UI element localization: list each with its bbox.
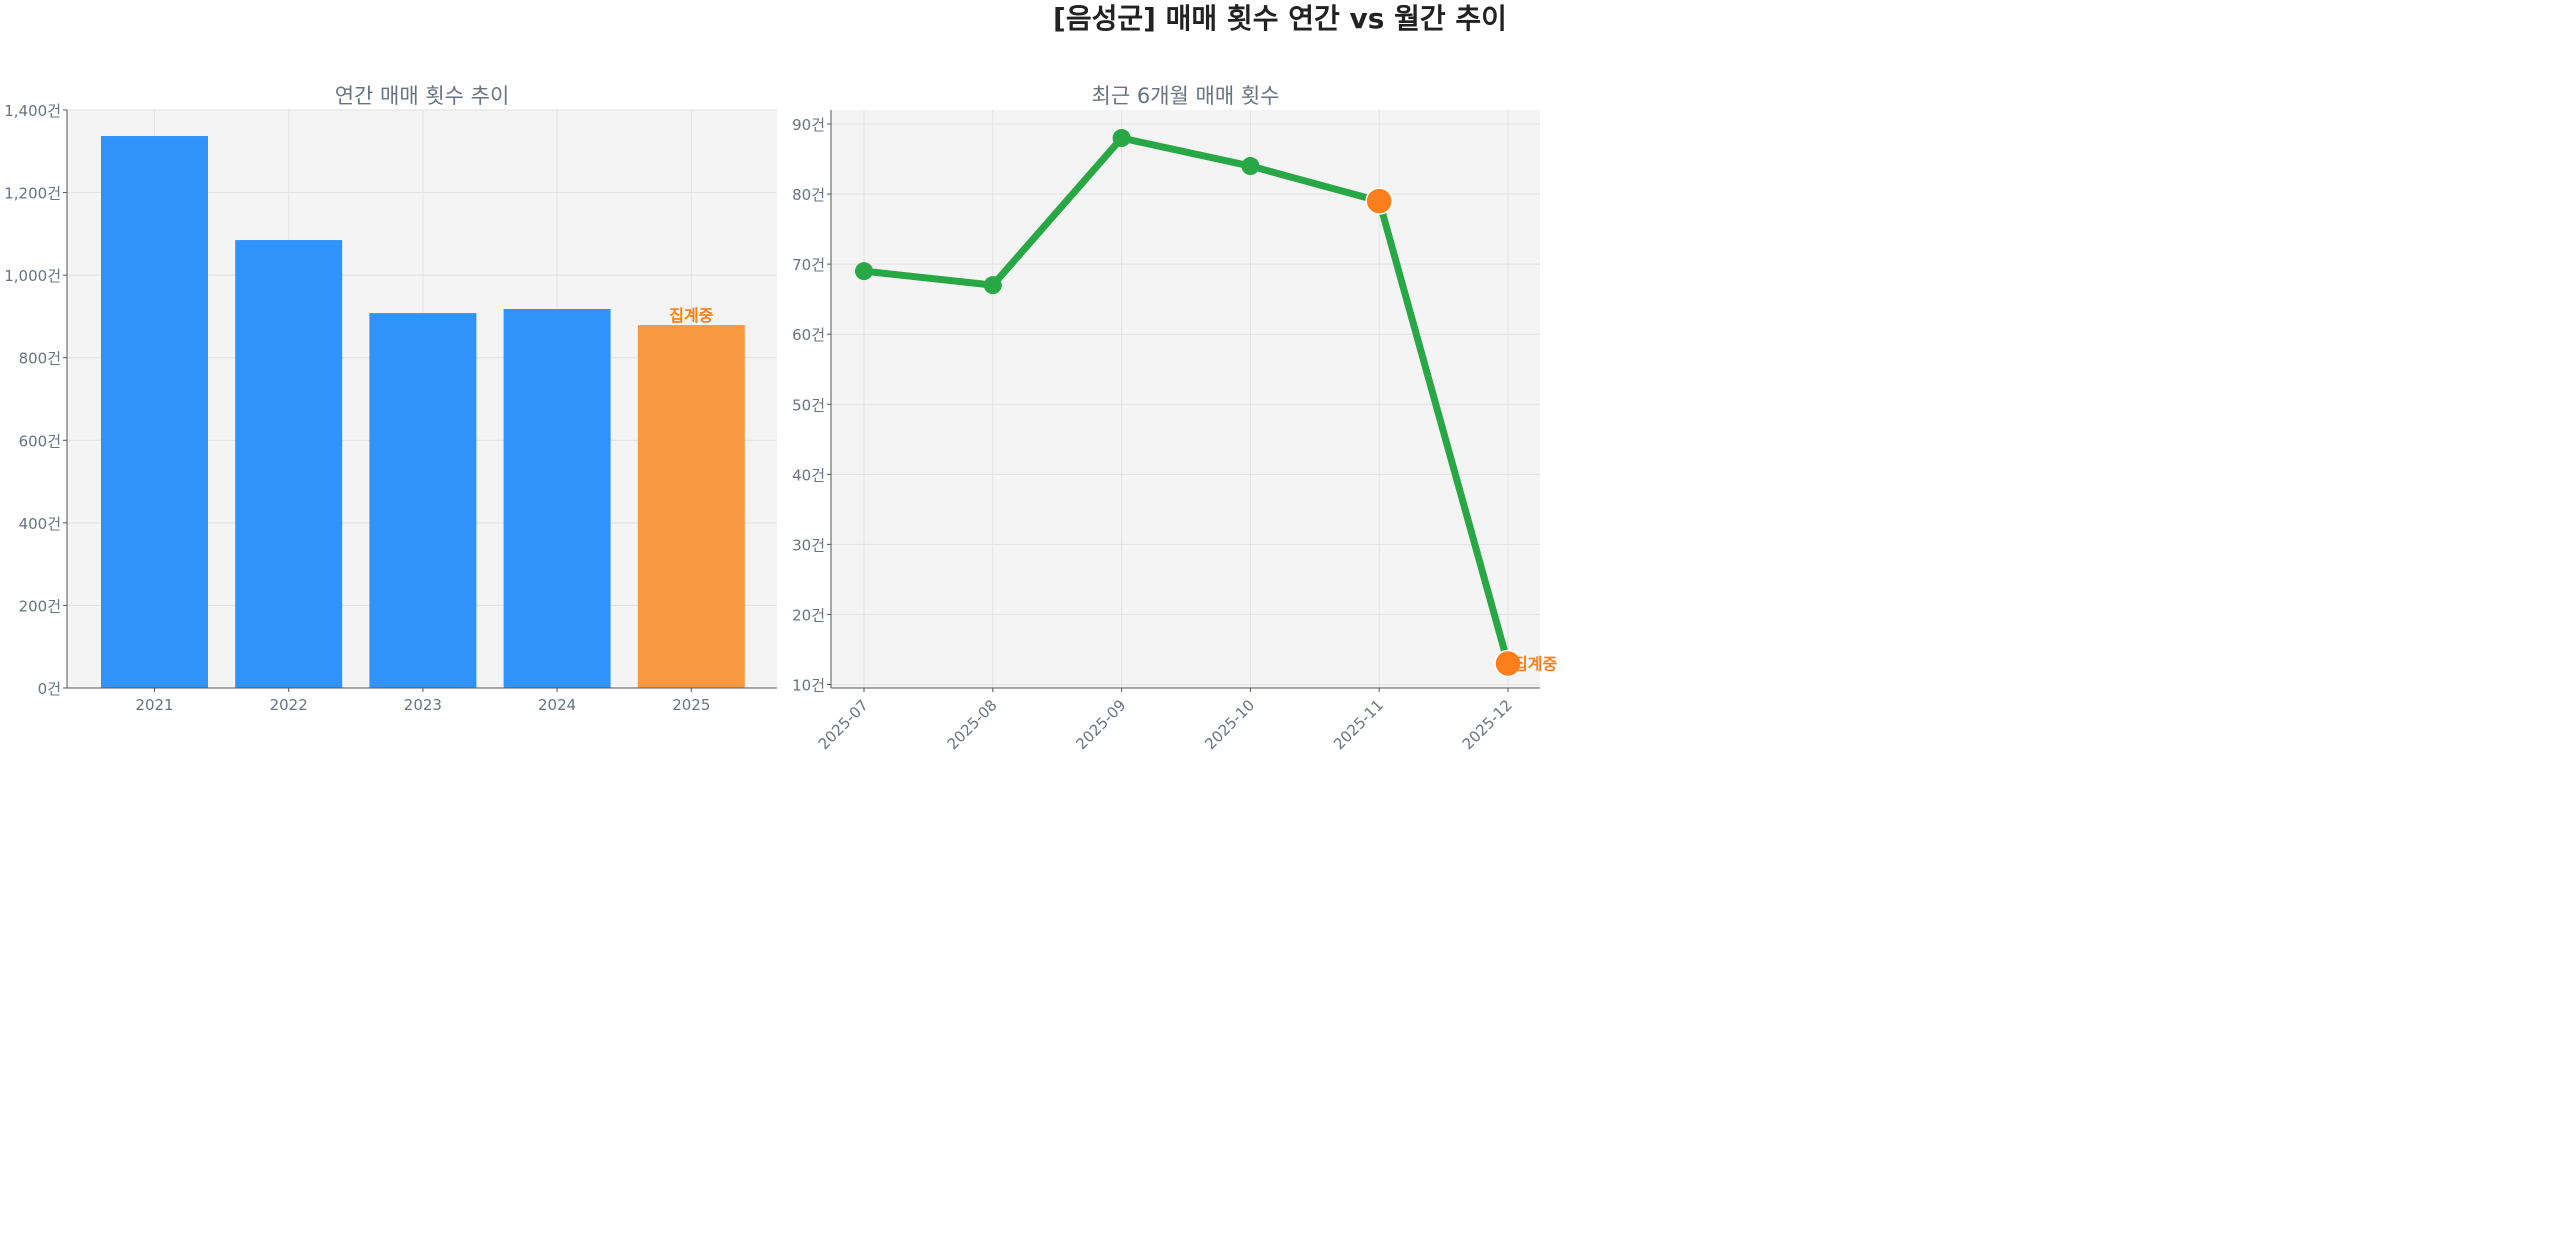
line-chart-title: 최근 6개월 매매 횟수 [1092,84,1280,108]
bar-2022 [235,240,343,689]
bar-2021 [101,136,208,688]
line-chart-ytick-label: 50건 [792,396,825,414]
bar-chart-ytick-label: 1,200건 [4,185,61,203]
bar-annotation: 집계중 [669,306,713,325]
bar-2023 [369,313,477,688]
bar-chart-ytick-label: 600건 [19,432,61,450]
line-chart-ytick-label: 20건 [792,606,825,624]
line-chart-xtick-label: 2025-10 [1201,696,1258,753]
line-chart-ytick-label: 40건 [792,466,825,484]
line-chart-ytick-label: 80건 [792,186,825,204]
bar-2024 [503,308,611,688]
line-chart-xtick-label: 2025-08 [944,696,1001,753]
line-chart-ytick-label: 70건 [792,256,825,274]
line-chart-xtick-label: 2025-07 [815,696,872,753]
figure-title: [음성군] 매매 횟수 연간 vs 월간 추이 [1053,2,1507,35]
line-chart-xtick-label: 2025-11 [1330,696,1387,753]
line-annotation: 집계중 [1513,654,1557,673]
bar-chart-xtick-label: 2021 [135,696,173,714]
line-chart-xtick-label: 2025-12 [1459,696,1516,753]
bar-2025 [637,325,745,688]
bar-chart-xtick-label: 2025 [672,696,710,714]
line-chart-plot-area [831,110,1540,688]
line-chart-ytick-label: 10건 [792,676,825,694]
bar-chart-xtick-label: 2024 [538,696,576,714]
bar-chart-xtick-label: 2023 [404,696,442,714]
bar-chart-ytick-label: 0건 [38,680,61,698]
bar-chart-ytick-label: 800건 [19,350,61,368]
line-point-2025-07 [855,262,873,281]
bar-chart-ytick-label: 1,000건 [4,267,61,285]
bar-chart-title: 연간 매매 횟수 추이 [335,84,510,108]
bar-chart-xtick-label: 2022 [270,696,308,714]
line-point-2025-11 [1365,187,1393,215]
line-point-2025-12 [1494,649,1522,678]
bar-chart-ytick-label: 1,400건 [4,102,61,120]
line-point-2025-08 [983,276,1002,295]
bar-chart-ytick-label: 400건 [19,515,61,533]
line-series [863,134,1512,665]
line-chart-ytick-label: 30건 [792,536,825,554]
line-chart-xtick-label: 2025-09 [1072,696,1129,753]
line-point-2025-10 [1241,157,1260,176]
line-point-2025-09 [1112,129,1131,148]
line-chart-ytick-label: 60건 [792,326,825,344]
line-chart-ytick-label: 90건 [792,116,825,134]
bar-chart-ytick-label: 200건 [19,597,61,615]
